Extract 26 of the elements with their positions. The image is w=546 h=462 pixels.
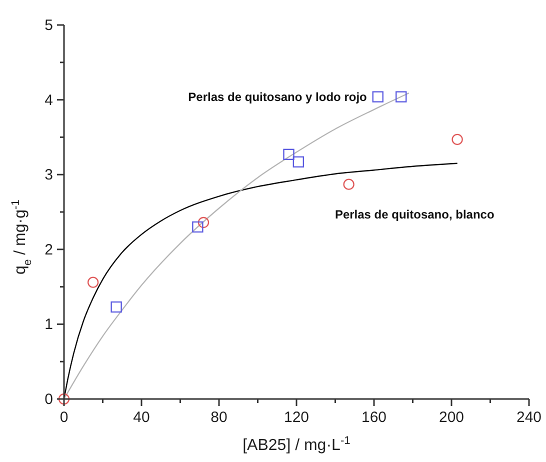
point (396, 91, 407, 102)
y-tick-label: 1 (44, 316, 53, 334)
x-tick-label: 200 (438, 409, 464, 426)
y-tick-label: 3 (44, 166, 53, 184)
point (110, 301, 122, 313)
point (452, 134, 463, 146)
x-tick-label: 160 (361, 409, 387, 426)
point (283, 148, 294, 160)
y-tick-label: 2 (44, 241, 53, 258)
x-tick-label: 80 (210, 409, 228, 426)
point (343, 178, 354, 190)
text: Perlas de quitosano, blanco (334, 207, 494, 222)
x-tick-label: 0 (60, 409, 68, 426)
point (198, 216, 210, 228)
series-label: Perlas de quitosano y lodo rojo (188, 90, 367, 104)
point (292, 156, 304, 168)
x-tick-label: 240 (516, 409, 542, 426)
x-tick-label: 40 (133, 409, 150, 426)
point (87, 276, 99, 288)
y-tick-label: 4 (44, 92, 53, 109)
point (192, 221, 204, 233)
y-tick-label: 0 (44, 391, 53, 408)
point (372, 91, 384, 102)
x-tick-label: 120 (284, 409, 310, 426)
y-tick-label: 5 (44, 17, 53, 34)
x-axis-title: [AB25] / mg·L$^{-1}$ (242, 435, 350, 454)
